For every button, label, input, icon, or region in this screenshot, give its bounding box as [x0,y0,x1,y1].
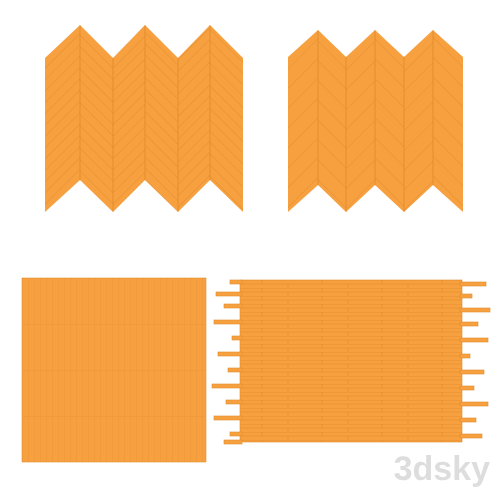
watermark: 3dsky [394,450,490,488]
straight-planks [21,277,207,463]
herringbone-small [45,25,243,212]
herringbone-large [288,30,463,212]
staggered-planks [211,279,491,445]
